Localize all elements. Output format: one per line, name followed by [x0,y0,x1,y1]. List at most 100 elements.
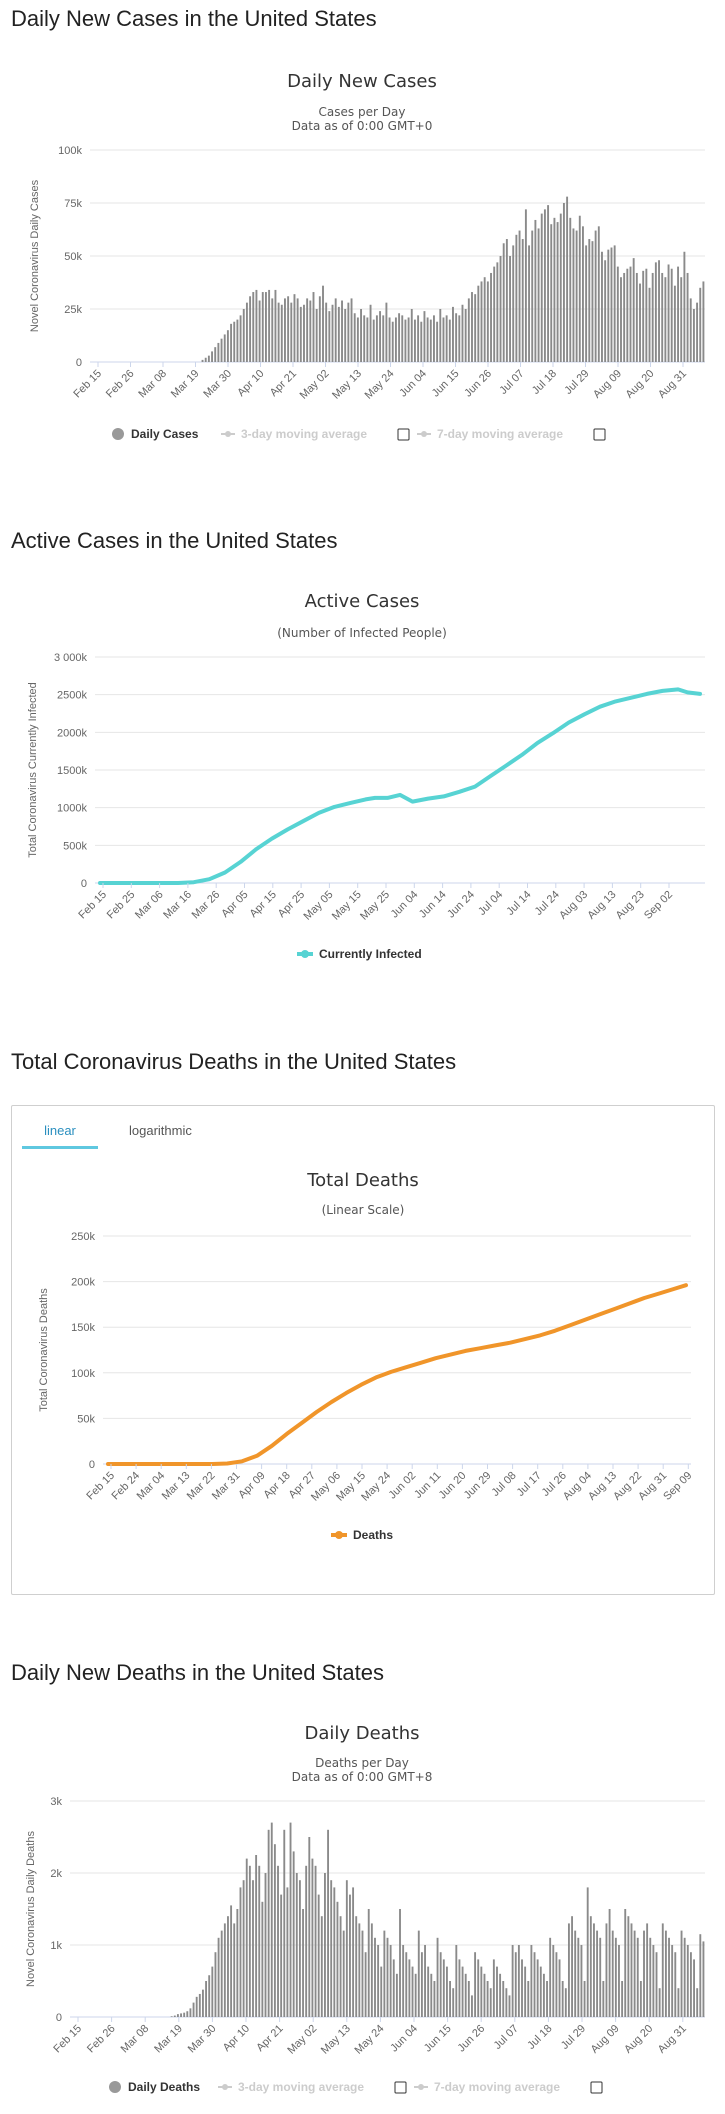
bar [374,1937,376,2017]
bar [582,226,584,362]
bar [280,304,283,362]
x-tick-label: Jun 14 [417,889,449,921]
bar [405,1952,408,2017]
legend-dot-3day [222,2084,228,2090]
bar [375,315,378,362]
x-tick-label: Sep 09 [661,1470,694,1503]
bar [464,309,467,362]
bar [239,1887,242,2017]
bar [543,209,546,362]
bar [652,1945,655,2017]
bar [230,323,233,362]
checkbox-7day[interactable] [593,428,606,441]
chart-title: Total Deaths [306,1170,419,1191]
tab-linear[interactable]: linear [22,1116,98,1149]
bar [692,309,695,362]
bar [388,317,391,362]
checkbox-3day[interactable] [397,428,410,441]
x-tick-label: Jul 04 [476,889,505,918]
bar [328,311,331,362]
bar [452,306,454,362]
bar [599,1937,602,2017]
bar [608,1909,611,2017]
bar [261,292,264,362]
legend-marker [112,428,124,440]
bar [702,281,705,362]
checkbox-7day[interactable] [590,2081,603,2094]
bar [533,1952,536,2017]
chart-subtitle: (Linear Scale) [322,1203,405,1217]
checkbox-3day[interactable] [394,2081,407,2094]
bar [445,315,448,362]
x-tick-label: Jun 15 [430,368,462,400]
bar [629,266,632,362]
bar [227,1916,229,2017]
bar [639,283,641,362]
bar [327,1829,330,2017]
bar [559,213,562,362]
bar [315,309,318,362]
x-tick-label: Jun 29 [462,1470,494,1502]
chart-title: Daily New Cases [287,71,437,92]
bar [680,277,683,362]
y-tick-label: 50k [64,251,82,263]
bar [293,294,296,362]
bar [283,1829,286,2017]
bar [392,1959,395,2017]
tab-logarithmic[interactable]: logarithmic [129,1123,192,1138]
bar [242,1880,245,2017]
bar [512,245,515,362]
x-tick-label: Mar 19 [169,368,202,401]
bar [268,289,271,362]
bar [442,317,445,362]
bar [542,1973,545,2017]
x-tick-label: Apr 10 [235,368,266,399]
bar [448,319,451,362]
bar [399,1909,401,2017]
bar [270,1822,273,2017]
bar [398,313,401,362]
legend-label: Daily Deaths [128,2080,200,2094]
y-tick-label: 3 000k [54,652,88,664]
bar [261,1901,264,2017]
x-tick-label: Mar 26 [190,889,223,922]
bar [274,289,277,362]
bar [433,1981,436,2017]
bar [505,1988,508,2017]
bar [686,1945,689,2017]
bar [183,2012,186,2017]
bar [296,298,299,362]
bar [586,1887,589,2017]
y-tick-label: 250k [71,1231,95,1243]
bar [318,296,321,362]
bar [358,1923,361,2017]
bar [420,1952,423,2017]
bar [594,230,597,362]
bar [336,1901,339,2017]
y-tick-label: 0 [76,357,82,369]
bar [402,1945,405,2017]
x-tick-label: Aug 13 [585,889,618,922]
legend-dot-3day [225,431,231,437]
bar [517,1945,520,2017]
bar [486,1981,489,2017]
bar [458,315,461,362]
bar [611,1930,614,2017]
bar [614,1937,617,2017]
bar [486,281,489,362]
bar [214,347,217,362]
bar [693,1959,695,2017]
bar [621,1981,624,2017]
bar [414,1973,417,2017]
section-title-daily-cases: Daily New Cases in the United States [11,6,377,31]
bar [461,304,464,362]
x-tick-label: Feb 26 [104,368,137,401]
bar [305,1865,308,2017]
bar [633,1930,636,2017]
bar [255,289,258,362]
bar [287,296,290,362]
bar [249,296,252,362]
bar [508,1995,511,2017]
bar [284,298,286,362]
bar [467,1981,470,2017]
